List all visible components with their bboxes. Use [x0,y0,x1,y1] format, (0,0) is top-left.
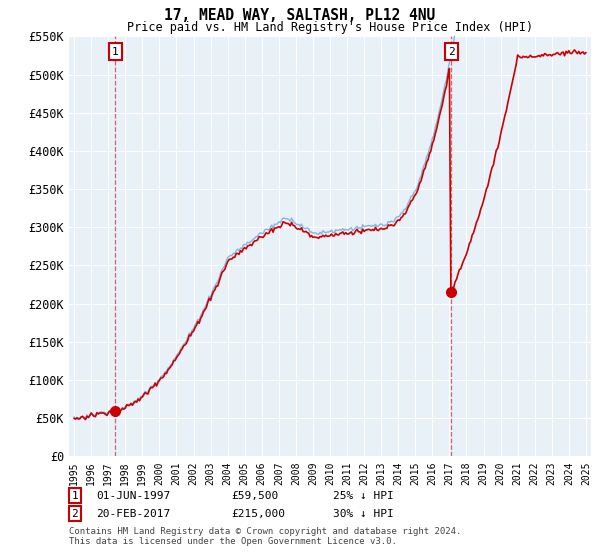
Text: 2: 2 [448,46,455,57]
Text: 20-FEB-2017: 20-FEB-2017 [96,508,170,519]
Text: 30% ↓ HPI: 30% ↓ HPI [333,508,394,519]
Text: 1: 1 [71,491,79,501]
Text: 17, MEAD WAY, SALTASH, PL12 4NU: 17, MEAD WAY, SALTASH, PL12 4NU [164,8,436,24]
Text: Contains HM Land Registry data © Crown copyright and database right 2024.
This d: Contains HM Land Registry data © Crown c… [69,527,461,546]
Text: £215,000: £215,000 [231,508,285,519]
Text: £59,500: £59,500 [231,491,278,501]
Text: 2: 2 [71,508,79,519]
Text: 25% ↓ HPI: 25% ↓ HPI [333,491,394,501]
Text: 1: 1 [112,46,119,57]
Title: Price paid vs. HM Land Registry's House Price Index (HPI): Price paid vs. HM Land Registry's House … [127,21,533,34]
Text: 01-JUN-1997: 01-JUN-1997 [96,491,170,501]
